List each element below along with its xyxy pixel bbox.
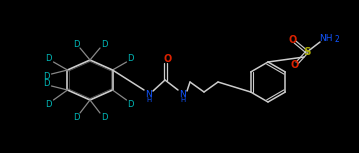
Text: D: D bbox=[127, 54, 134, 62]
Text: H: H bbox=[146, 97, 151, 103]
Text: D: D bbox=[73, 112, 79, 121]
Text: D: D bbox=[73, 39, 79, 49]
Text: O: O bbox=[291, 60, 299, 70]
Text: NH: NH bbox=[319, 34, 333, 43]
Text: D: D bbox=[43, 71, 50, 80]
Text: D: D bbox=[101, 39, 107, 49]
Text: N: N bbox=[145, 90, 151, 99]
Text: O: O bbox=[164, 54, 172, 64]
Text: S: S bbox=[303, 47, 311, 57]
Text: N: N bbox=[179, 90, 185, 99]
Text: D: D bbox=[101, 112, 107, 121]
Text: O: O bbox=[289, 35, 297, 45]
Text: D: D bbox=[45, 99, 52, 108]
Text: D: D bbox=[127, 99, 134, 108]
Text: 2: 2 bbox=[335, 34, 339, 43]
Text: H: H bbox=[180, 97, 186, 103]
Text: D: D bbox=[45, 54, 52, 62]
Text: D: D bbox=[43, 78, 50, 88]
